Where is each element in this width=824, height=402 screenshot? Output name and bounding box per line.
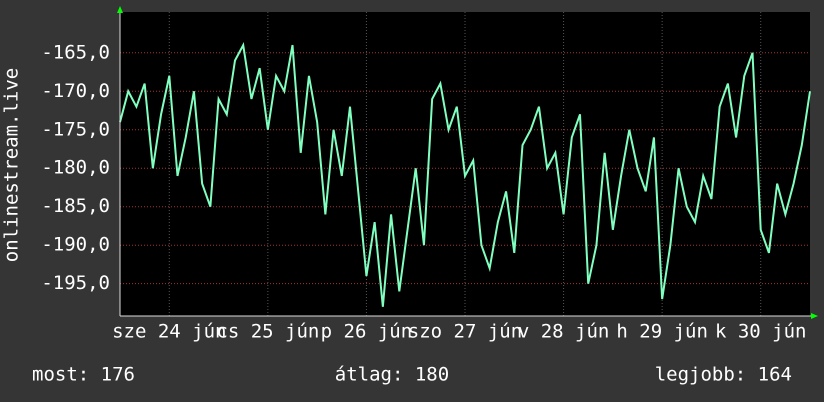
y-tick-label: -175,0 [41,118,110,140]
x-tick-label: v 28 jún [518,321,610,343]
stat-current: most: 176 [32,364,135,386]
y-tick-label: -170,0 [41,80,110,102]
y-arrow [117,6,123,13]
y-tick-label: -185,0 [41,195,110,217]
x-tick-label: szo 27 jún [408,321,522,343]
x-tick-label: k 30 jún [715,321,807,343]
y-axis-label: onlinestream.live [1,68,23,262]
y-tick-label: -195,0 [41,272,110,294]
y-tick-label: -190,0 [41,234,110,256]
x-arrow [811,313,818,319]
plot-layer [119,12,811,316]
stat-average: átlag: 180 [335,364,449,386]
y-tick-label: -165,0 [41,41,110,63]
series-line [119,41,811,307]
x-tick-label: cs 25 jún [216,321,319,343]
x-tick-label: h 29 jún [616,321,708,343]
y-tick-label: -180,0 [41,157,110,179]
stat-best: legjobb: 164 [655,364,792,386]
x-tick-label: sze 24 jún [112,321,226,343]
x-tick-label: p 26 jún [321,321,413,343]
